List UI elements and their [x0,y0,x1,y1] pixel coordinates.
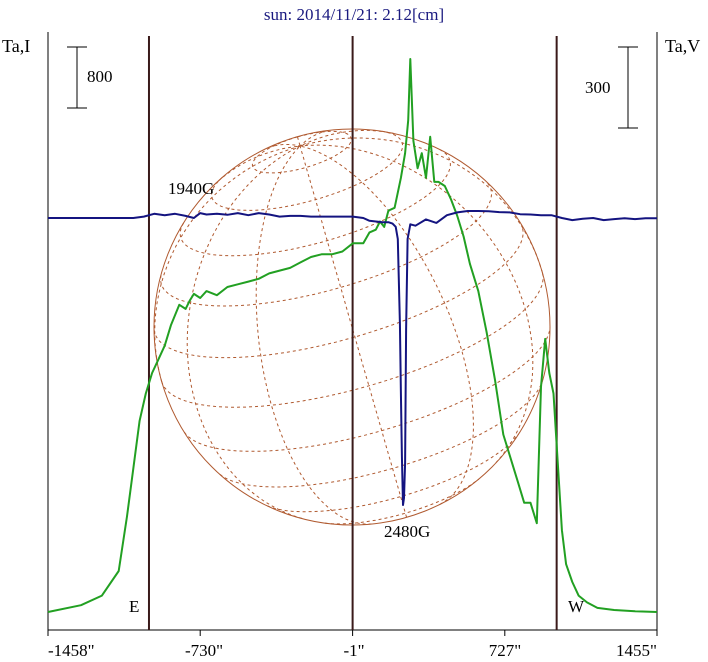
series-lines [47,58,658,613]
x-tick-label: -1" [343,641,364,660]
disk-grid-line [186,145,303,519]
disk-grid-line [299,137,543,273]
disk-grid-line [255,145,372,525]
disk-grid-line [251,130,352,174]
disk-grid-line [160,181,493,307]
disk-grid-line [268,144,301,148]
east-limb-label: E [129,597,139,616]
disk-grid-line [153,224,524,359]
disk-grid-line [297,136,301,147]
scale-bar-right-value: 300 [585,78,611,97]
disk-grid-line [324,478,480,525]
disk-grid-line [213,145,301,186]
series-intensity-line [47,58,658,613]
disk-grid-line [154,145,301,382]
chart-labels: sun: 2014/11/21: 2.12[cm] Ta,I Ta,V 800 … [2,5,700,660]
y-left-axis-label: Ta,I [2,36,30,56]
y-right-axis-label: Ta,V [665,36,700,56]
chart-title: sun: 2014/11/21: 2.12[cm] [264,5,444,24]
disk-grid-line [183,327,551,452]
series-polarization-line [48,210,657,506]
disk-grid-line [299,130,328,147]
annotation-1940g: 1940G [168,179,214,198]
disk-grid-line [299,129,394,147]
x-tick-label: 727" [489,641,521,660]
disk-grid-line [299,145,408,518]
annotation-2480g: 2480G [384,522,430,541]
scale-bar-left-value: 800 [87,67,113,86]
disk-grid-line [179,148,451,257]
west-limb-label: W [568,597,585,616]
disk-grid-line [299,145,474,505]
disk-grid-line [161,272,544,408]
disk-grid-line [267,433,519,513]
x-tick-label: -1458" [48,641,95,660]
x-tick-label: 1455" [616,641,657,660]
disk-grid-line [300,144,534,464]
x-tick-label: -730" [185,641,223,660]
plot-frame [47,32,658,636]
limb-and-center-markers [147,36,558,630]
disk-grid-line [219,381,543,488]
disk-grid-line [210,130,404,211]
